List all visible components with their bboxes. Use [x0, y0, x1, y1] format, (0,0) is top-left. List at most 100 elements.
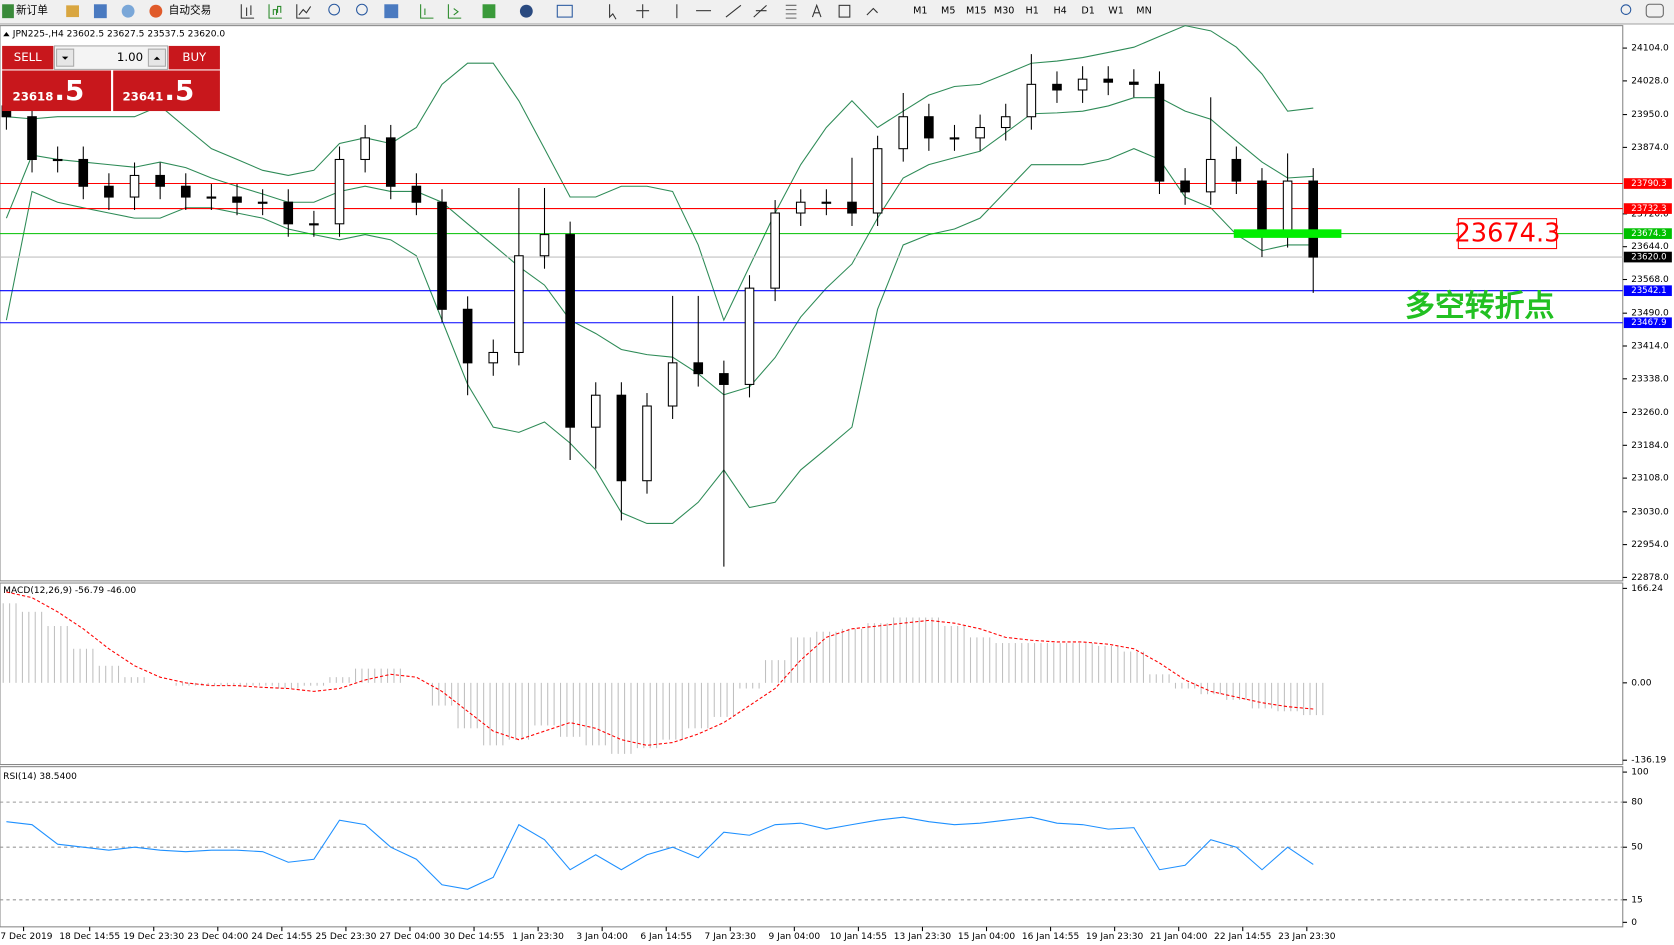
x-tick-label: 30 Dec 14:55 [444, 932, 505, 942]
candle-body [1052, 83, 1062, 91]
tool-icon[interactable] [93, 4, 107, 19]
y-tick-label: 23568.0 [1631, 275, 1669, 285]
buy-label[interactable]: BUY [182, 50, 207, 64]
candle-body [104, 185, 114, 198]
annotation-box [1457, 218, 1558, 250]
lot-down-arrow [61, 56, 69, 60]
timeframe-button[interactable]: H1 [1025, 6, 1038, 17]
candle-body [590, 394, 601, 428]
chat-icon[interactable] [1645, 3, 1664, 18]
periods-icon[interactable] [519, 4, 533, 18]
y-tick-label: 24104.0 [1631, 44, 1669, 54]
timeframe-button[interactable]: M15 [966, 6, 986, 17]
x-tick-label: 24 Dec 14:55 [251, 932, 312, 942]
search-icon[interactable] [1620, 4, 1632, 15]
candle-body [616, 394, 627, 482]
price-level-tag [1623, 285, 1672, 297]
candle-body [385, 137, 396, 187]
indicators-icon[interactable] [482, 4, 496, 19]
y-tick-label: 23338.0 [1631, 374, 1669, 384]
candle-body [1205, 158, 1216, 193]
candle-body [975, 126, 985, 139]
zoom-in-icon[interactable] [328, 3, 341, 16]
new-order-button[interactable]: 新订单 [16, 4, 48, 17]
candle-body [693, 362, 704, 375]
candle-body [642, 405, 652, 482]
price-level-label: 23620.0 [1631, 253, 1666, 263]
lot-value[interactable]: 1.00 [117, 50, 143, 64]
y-tick-label: 100 [1631, 768, 1649, 778]
bid-fraction: .5 [54, 74, 84, 107]
arrows-icon[interactable] [866, 7, 878, 16]
candle-body [488, 351, 499, 364]
fibo-icon[interactable] [785, 4, 797, 19]
tool-icon[interactable] [121, 4, 135, 18]
bar-chart-icon[interactable] [240, 4, 255, 19]
label-icon[interactable] [838, 4, 851, 18]
x-tick-label: 3 Jan 04:00 [576, 932, 628, 942]
toolbar-buttons: 新订单 自动交易 M1 M5 M15 M30 H1 H4 D1 W1 MN [2, 3, 1664, 20]
timeframe-button[interactable]: W1 [1108, 6, 1124, 17]
one-click-trading: SELL 1.00 BUY 23618 .5 23641 .5 [2, 45, 220, 112]
buy-button[interactable] [168, 45, 220, 70]
auto-trading-button[interactable]: 自动交易 [169, 4, 212, 17]
price-level-tag [1623, 251, 1672, 263]
candle-body [462, 308, 473, 364]
collapse-icon [3, 32, 10, 37]
x-tick-label: 19 Dec 23:30 [123, 932, 184, 942]
candle-body [257, 201, 268, 204]
y-tick-label: 23644.0 [1631, 242, 1669, 252]
chart-area: JPN225-,H4 23602.5 23627.5 23537.5 23620… [0, 25, 1672, 942]
timeframe-button[interactable]: H4 [1053, 6, 1066, 17]
autoscroll-icon[interactable] [420, 4, 434, 19]
timeframe-button[interactable]: D1 [1081, 6, 1094, 17]
y-tick-label: 24028.0 [1631, 76, 1669, 86]
annotation-label: 多空转折点 [1405, 289, 1554, 324]
timeframe-button[interactable]: M5 [941, 6, 955, 17]
candle-body [1129, 81, 1139, 85]
text-icon[interactable] [811, 3, 822, 18]
x-tick-label: 19 Jan 23:30 [1086, 932, 1144, 942]
candle-body [1103, 78, 1114, 83]
sell-label[interactable]: SELL [14, 50, 42, 64]
channel-icon[interactable] [753, 4, 767, 18]
candle-body [770, 212, 780, 289]
crosshair-icon[interactable] [636, 4, 650, 19]
templates-icon[interactable] [556, 4, 573, 18]
timeframe-button[interactable]: M30 [994, 6, 1014, 17]
bid-box[interactable] [2, 70, 112, 112]
timeframe-button[interactable]: MN [1136, 6, 1151, 17]
x-tick-label: 18 Dec 14:55 [59, 932, 120, 942]
tile-icon[interactable] [384, 4, 399, 19]
candle-body [232, 196, 242, 203]
y-tick-label: 15 [1631, 895, 1643, 905]
candle-body [78, 158, 89, 187]
x-tick-label: 1 Jan 23:30 [512, 932, 564, 942]
candle-chart-icon[interactable] [268, 4, 282, 19]
lot-input[interactable] [53, 45, 169, 70]
ask-price: 23641 [123, 90, 164, 104]
candle-body [360, 137, 370, 161]
candle-body [795, 201, 806, 214]
cursor-icon[interactable] [609, 4, 617, 20]
candle-body [334, 158, 345, 225]
candle-body [924, 116, 934, 139]
bollinger-band [5, 97, 1314, 396]
new-order-icon[interactable] [2, 4, 14, 19]
shift-icon[interactable] [447, 4, 462, 19]
y-tick-label: 23490.0 [1631, 309, 1669, 319]
x-tick-label: 22 Jan 14:55 [1214, 932, 1271, 942]
candle-body [206, 196, 217, 199]
zoom-out-icon[interactable] [356, 3, 368, 16]
y-tick-label: 23414.0 [1631, 341, 1669, 351]
sell-button[interactable] [2, 45, 54, 70]
auto-trading-icon[interactable] [149, 4, 163, 18]
ask-box[interactable] [113, 70, 220, 112]
line-chart-icon[interactable] [296, 4, 312, 19]
trendline-icon[interactable] [725, 4, 742, 18]
macd-signal-line [6, 591, 1314, 746]
y-tick-label: 23720.0 [1631, 209, 1669, 219]
timeframe-button[interactable]: M1 [913, 6, 927, 17]
tool-icon[interactable] [66, 5, 80, 18]
